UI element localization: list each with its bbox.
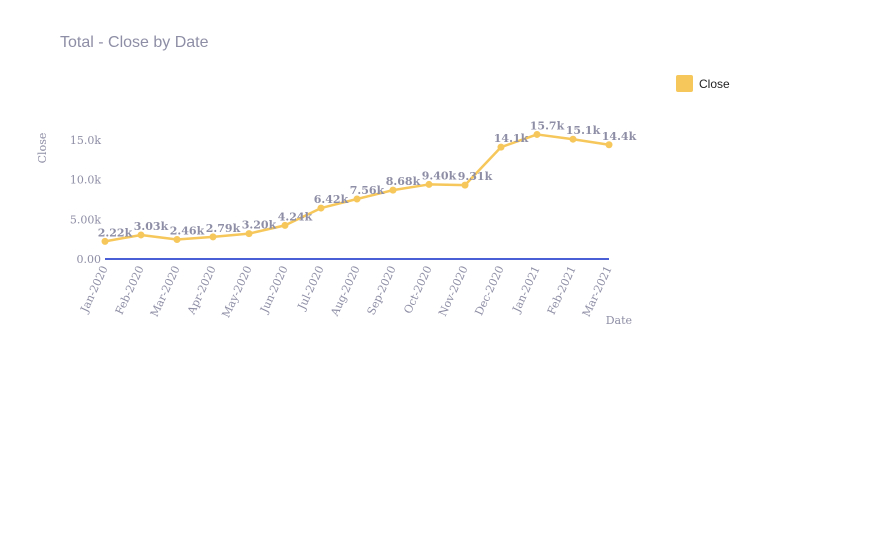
x-tick-label: Mar-2020 (148, 264, 183, 319)
data-label: 14.1k (494, 132, 529, 145)
data-point (533, 130, 541, 138)
data-point (461, 181, 469, 189)
x-tick-label: Feb-2021 (545, 264, 579, 317)
data-label: 8.68k (386, 175, 421, 188)
data-label: 14.4k (602, 130, 637, 143)
data-label: 9.31k (458, 170, 493, 183)
data-point (137, 231, 145, 239)
x-tick-label: Nov-2020 (436, 264, 471, 319)
data-label: 2.79k (206, 222, 241, 235)
x-tick-label: Jan-2020 (77, 264, 110, 316)
y-tick-label: 5.00k (70, 213, 101, 226)
x-tick-label: Oct-2020 (401, 264, 434, 316)
chart-title: Total - Close by Date (60, 34, 209, 51)
y-tick-label: 15.0k (70, 134, 101, 147)
data-label: 15.1k (566, 124, 601, 137)
x-tick-label: Jul-2020 (295, 264, 327, 313)
legend-swatch-close (676, 75, 693, 92)
data-label: 2.46k (170, 224, 205, 237)
data-label: 3.20k (242, 219, 277, 232)
data-label: 6.42k (314, 193, 349, 206)
x-tick-label: Aug-2020 (328, 264, 363, 319)
data-label: 4.24k (278, 210, 313, 223)
x-tick-label: Dec-2020 (472, 264, 506, 318)
data-point (173, 235, 181, 243)
data-point (389, 186, 397, 194)
legend-label-close: Close (699, 76, 730, 91)
x-tick-label: Apr-2020 (185, 264, 219, 318)
data-label: 2.22k (98, 226, 133, 239)
x-tick-label: Jun-2020 (257, 264, 290, 316)
x-axis-title: Date (606, 314, 632, 327)
x-tick-label: May-2020 (219, 264, 254, 320)
y-tick-label: 10.0k (70, 174, 101, 187)
y-tick-label: 0.00 (77, 253, 102, 266)
data-point (317, 204, 325, 212)
legend[interactable]: Close (676, 75, 730, 92)
data-label: 9.40k (422, 169, 457, 182)
data-point (425, 180, 433, 188)
y-axis-title: Close (36, 133, 49, 164)
data-label: 15.7k (530, 119, 565, 132)
data-label: 3.03k (134, 220, 169, 233)
data-point (569, 135, 577, 143)
data-point (497, 143, 505, 151)
data-label: 7.56k (350, 184, 385, 197)
data-point (209, 233, 217, 241)
data-point (101, 237, 109, 245)
x-tick-label: Sep-2020 (365, 264, 399, 317)
x-tick-label: Jan-2021 (509, 264, 542, 316)
data-point (353, 195, 361, 203)
data-point (245, 230, 253, 238)
x-tick-label: Mar-2021 (580, 264, 615, 319)
data-point (605, 141, 613, 149)
data-point (281, 221, 289, 229)
x-tick-label: Feb-2020 (113, 264, 147, 317)
